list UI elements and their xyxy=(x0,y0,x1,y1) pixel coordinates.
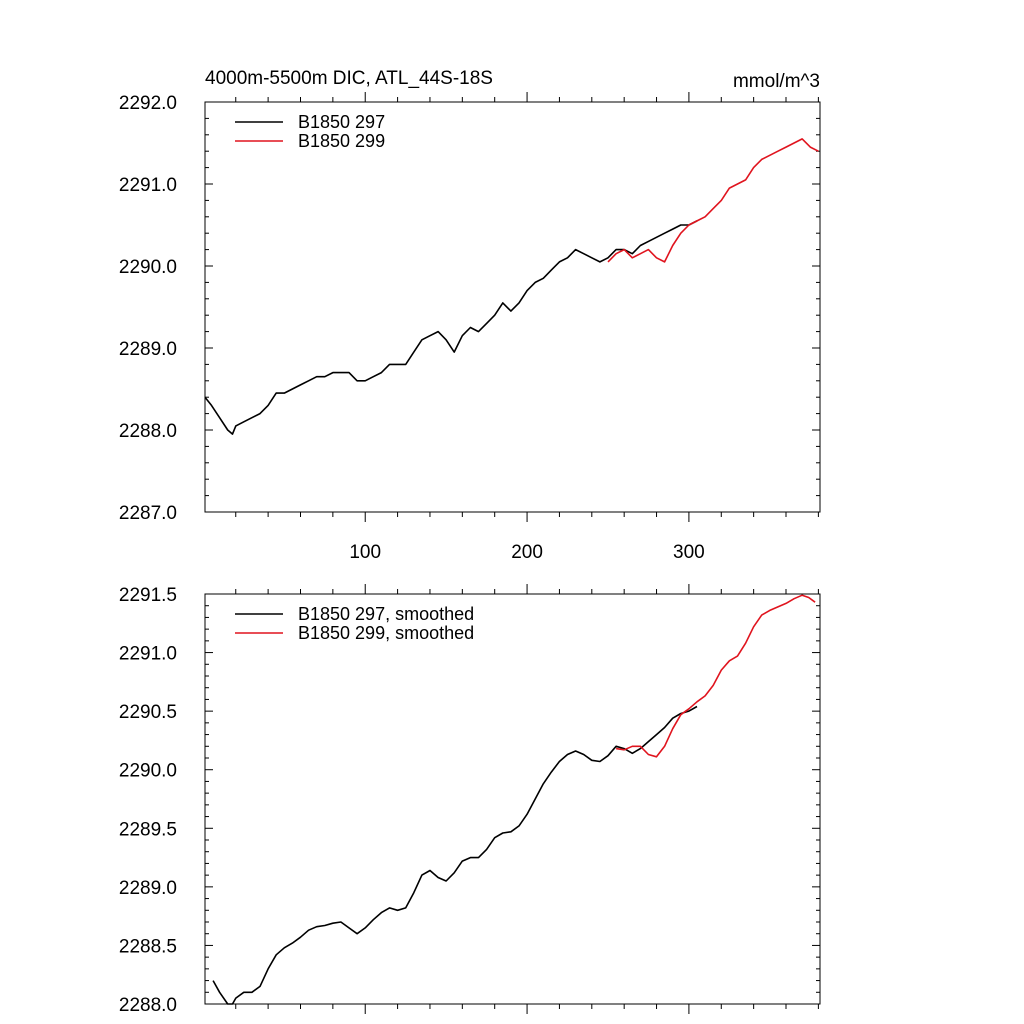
x-tick-label: 300 xyxy=(673,542,705,563)
y-tick-label: 2289.0 xyxy=(119,878,177,899)
top-panel: 4000m-5500m DIC, ATL_44S-18S mmol/m^3 22… xyxy=(119,68,821,563)
y-tick-label: 2291.5 xyxy=(119,585,177,606)
x-tick-label: 200 xyxy=(511,542,543,563)
legend-label-0: B1850 297 xyxy=(298,112,385,132)
y-tick-label: 2288.0 xyxy=(119,421,177,442)
y-tick-label: 2288.0 xyxy=(119,995,177,1016)
legend-label-1: B1850 299 xyxy=(298,131,385,151)
series-line-1 xyxy=(607,138,819,263)
y-tick-label: 2288.5 xyxy=(119,936,177,957)
bottom-panel: 2288.0 2288.5 2289.0 2289.5 2290.0 2290.5 2291… xyxy=(119,584,821,1016)
bottom-panel-series xyxy=(212,594,816,1005)
y-tick-label: 2291.0 xyxy=(119,644,177,665)
y-tick-label: 2287.0 xyxy=(119,503,177,524)
top-panel-units-label: mmol/m^3 xyxy=(733,71,820,92)
y-tick-label: 2289.5 xyxy=(119,819,177,840)
top-panel-frame xyxy=(204,101,821,513)
top-panel-ticks: 2287.0 2288.0 2289.0 2290.0 2291.0 2292.0 100 2… xyxy=(119,92,820,563)
top-panel-title: 4000m-5500m DIC, ATL_44S-18S xyxy=(205,68,493,89)
bottom-panel-frame xyxy=(204,593,821,1005)
y-tick-label: 2289.0 xyxy=(119,339,177,360)
series-line-0 xyxy=(204,220,698,435)
legend-label-1: B1850 299, smoothed xyxy=(298,623,474,643)
y-tick-label: 2290.0 xyxy=(119,257,177,278)
bottom-panel-ticks: 2288.0 2288.5 2289.0 2289.5 2290.0 2290.5 2291… xyxy=(119,584,820,1016)
top-panel-series xyxy=(204,138,819,435)
y-tick-label: 2292.0 xyxy=(119,93,177,114)
series-line-1 xyxy=(615,594,816,758)
y-tick-label: 2290.5 xyxy=(119,702,177,723)
y-tick-label: 2290.0 xyxy=(119,761,177,782)
y-tick-label: 2291.0 xyxy=(119,175,177,196)
x-tick-label: 100 xyxy=(349,542,381,563)
legend-label-0: B1850 297, smoothed xyxy=(298,604,474,624)
series-line-0 xyxy=(212,705,698,1005)
